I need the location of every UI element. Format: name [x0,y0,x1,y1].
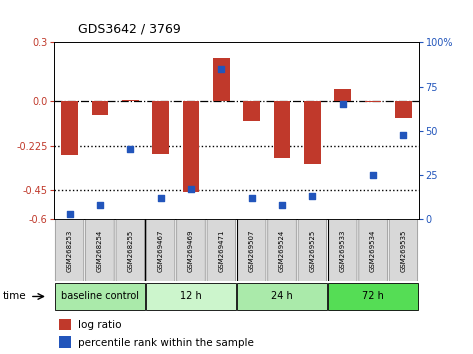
Bar [213,58,230,102]
Text: percentile rank within the sample: percentile rank within the sample [78,338,254,348]
Text: GSM268255: GSM268255 [127,229,133,272]
FancyBboxPatch shape [55,219,84,281]
Point [339,102,347,107]
FancyBboxPatch shape [237,219,266,281]
Point [157,195,165,201]
Point [308,194,316,199]
Bar [59,319,71,330]
Point [218,66,225,72]
Text: GSM269524: GSM269524 [279,229,285,272]
Text: baseline control: baseline control [61,291,139,302]
FancyBboxPatch shape [146,282,236,310]
Text: 24 h: 24 h [271,291,293,302]
Point [96,202,104,208]
Bar [152,102,169,154]
Text: log ratio: log ratio [78,320,122,330]
FancyBboxPatch shape [328,219,357,281]
Bar [183,102,199,192]
Text: GDS3642 / 3769: GDS3642 / 3769 [78,22,181,35]
Bar [92,102,108,115]
Text: GSM268254: GSM268254 [97,229,103,272]
Bar [304,102,321,164]
Bar [395,102,412,118]
FancyBboxPatch shape [298,219,327,281]
Text: 12 h: 12 h [180,291,202,302]
Bar [122,99,139,102]
FancyBboxPatch shape [116,219,145,281]
Bar [334,89,351,102]
Text: time: time [2,291,26,302]
FancyBboxPatch shape [207,219,236,281]
FancyBboxPatch shape [268,219,296,281]
Point [187,187,195,192]
Point [278,202,286,208]
Point [248,195,255,201]
FancyBboxPatch shape [146,219,175,281]
Text: GSM269525: GSM269525 [309,229,315,272]
Text: GSM269471: GSM269471 [219,229,224,272]
FancyBboxPatch shape [359,219,387,281]
Text: 72 h: 72 h [362,291,384,302]
FancyBboxPatch shape [55,282,145,310]
Bar [61,102,78,155]
Bar [243,102,260,121]
FancyBboxPatch shape [389,219,418,281]
Text: GSM269507: GSM269507 [249,229,254,272]
Bar [59,336,71,348]
Text: GSM269535: GSM269535 [401,229,406,272]
Text: GSM269469: GSM269469 [188,229,194,272]
Text: GSM268253: GSM268253 [67,229,72,272]
Point [369,172,377,178]
Point [126,146,134,152]
Text: GSM269467: GSM269467 [158,229,164,272]
FancyBboxPatch shape [177,219,205,281]
Bar [274,102,290,158]
Text: GSM269533: GSM269533 [340,229,346,272]
Point [400,132,407,137]
FancyBboxPatch shape [328,282,418,310]
FancyBboxPatch shape [237,282,327,310]
Text: GSM269534: GSM269534 [370,229,376,272]
FancyBboxPatch shape [86,219,114,281]
Point [66,211,73,217]
